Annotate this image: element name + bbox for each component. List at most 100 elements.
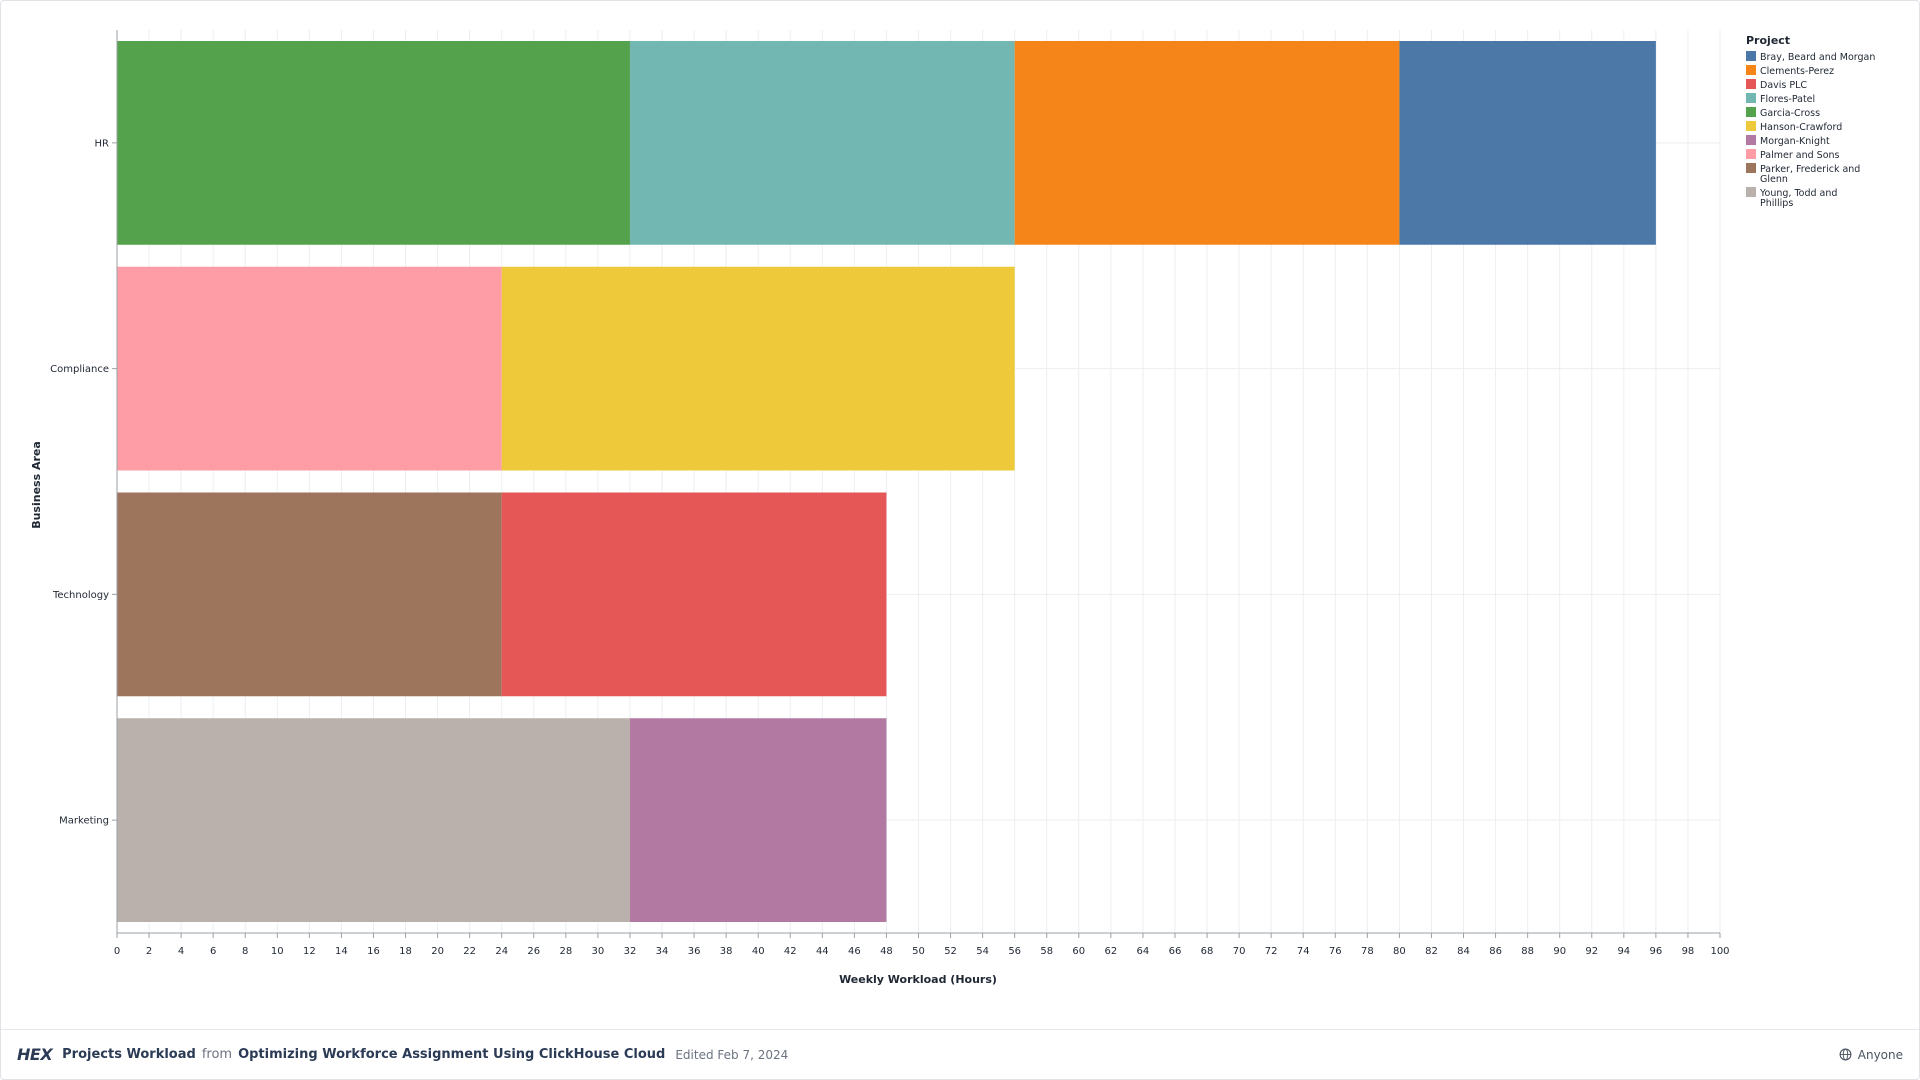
legend-label[interactable]: Young, Todd and Phillips [1759,188,1837,209]
x-tick-label: 100 [1710,946,1729,957]
y-axis-title: Business Area [30,441,43,529]
x-tick-label: 86 [1489,946,1502,957]
x-tick-label: 94 [1617,946,1630,957]
x-tick-label: 78 [1361,946,1374,957]
legend-title: Project [1746,34,1790,47]
x-tick-label: 54 [976,946,989,957]
x-tick-label: 42 [784,946,797,957]
x-tick-label: 0 [114,946,120,957]
x-tick-label: 18 [399,946,412,957]
bar-segment[interactable] [501,492,887,697]
x-tick-label: 66 [1169,946,1182,957]
x-tick-label: 48 [880,946,893,957]
x-tick-label: 32 [624,946,637,957]
x-tick-label: 70 [1233,946,1246,957]
x-tick-label: 96 [1650,946,1663,957]
legend-swatch [1746,93,1756,103]
x-tick-label: 58 [1040,946,1053,957]
x-tick-label: 50 [912,946,925,957]
legend-swatch [1746,149,1756,159]
share-label: Anyone [1857,1047,1903,1062]
globe-icon [1839,1048,1852,1061]
legend-label[interactable]: Parker, Frederick and Glenn [1760,164,1860,185]
hex-logo[interactable]: HEX [17,1045,53,1064]
x-tick-label: 34 [656,946,669,957]
legend-swatch [1746,51,1756,61]
x-axis: 0 2 4 6 8 10 12 14 16 18 20 22 24 26 28 30 32 34 36 38 40 42 4… [114,932,1730,957]
legend-label[interactable]: Morgan-Knight [1760,136,1830,147]
legend-label[interactable]: Davis PLC [1760,80,1807,91]
x-tick-label: 30 [592,946,605,957]
legend-swatch [1746,135,1756,145]
x-tick-label: 8 [242,946,248,957]
x-tick-label: 24 [495,946,508,957]
x-tick-label: 76 [1329,946,1342,957]
x-tick-label: 52 [944,946,957,957]
x-tick-label: 40 [752,946,765,957]
bar-segment[interactable] [629,718,887,922]
x-tick-label: 64 [1137,946,1150,957]
share-button[interactable]: Anyone [1839,1048,1903,1062]
y-axis: HR Compliance Technology Marketing [50,30,118,933]
legend: Project Bray, Beard and Morgan Clements-P… [1746,34,1875,209]
x-axis-title: Weekly Workload (Hours) [839,973,997,986]
x-tick-label: 80 [1393,946,1406,957]
app-link[interactable]: Optimizing Workforce Assignment Using Cl… [238,1047,666,1062]
x-tick-label: 74 [1297,946,1310,957]
x-tick-label: 20 [431,946,444,957]
x-tick-label: 92 [1585,946,1598,957]
x-tick-label: 10 [271,946,284,957]
bar-segment[interactable] [501,266,1015,471]
y-tick-label: Technology [52,590,109,601]
legend-swatch [1746,107,1756,117]
x-tick-label: 60 [1072,946,1085,957]
bar-segment[interactable] [117,41,630,245]
legend-swatch [1746,65,1756,75]
x-tick-label: 12 [303,946,316,957]
y-tick-label: Compliance [50,364,109,375]
x-tick-label: 46 [848,946,861,957]
x-tick-label: 14 [335,946,348,957]
x-tick-label: 98 [1682,946,1695,957]
page-title: Projects Workload [62,1047,196,1062]
bar-segment[interactable] [629,41,1015,245]
x-tick-label: 6 [210,946,216,957]
x-tick-label: 16 [367,946,380,957]
x-tick-label: 88 [1521,946,1534,957]
x-tick-label: 28 [559,946,572,957]
from-label: from [201,1047,233,1062]
bar-segment[interactable] [117,492,502,697]
legend-swatch [1746,187,1756,197]
x-tick-label: 84 [1457,946,1470,957]
x-tick-label: 82 [1425,946,1438,957]
bar-segment[interactable] [1399,41,1656,245]
y-tick-label: Marketing [59,816,109,827]
bars [117,41,1656,922]
legend-swatch [1746,163,1756,173]
footer-bar: HEX Projects Workload from Optimizing Wo… [1,1029,1919,1079]
legend-label[interactable]: Flores-Patel [1760,94,1815,105]
legend-label[interactable]: Bray, Beard and Morgan [1760,52,1875,63]
legend-swatch [1746,79,1756,89]
x-tick-label: 4 [178,946,184,957]
bar-segment[interactable] [117,718,630,922]
x-tick-label: 2 [146,946,152,957]
legend-label[interactable]: Clements-Perez [1760,66,1834,77]
legend-label[interactable]: Hanson-Crawford [1760,122,1842,133]
edited-timestamp: Edited Feb 7, 2024 [675,1047,789,1062]
x-tick-label: 90 [1553,946,1566,957]
x-tick-label: 38 [720,946,733,957]
legend-swatch [1746,121,1756,131]
x-tick-label: 36 [688,946,701,957]
bar-segment[interactable] [1014,41,1400,245]
x-tick-label: 72 [1265,946,1278,957]
x-tick-label: 68 [1201,946,1214,957]
bar-segment[interactable] [117,266,502,471]
legend-label[interactable]: Garcia-Cross [1760,108,1820,119]
y-tick-label: HR [95,138,110,149]
x-tick-label: 56 [1008,946,1021,957]
x-tick-label: 26 [527,946,540,957]
x-tick-label: 22 [463,946,476,957]
stacked-bar-chart: 0 2 4 6 8 10 12 14 16 18 20 22 24 26 28 30 32 34 36 38 40 42 4… [30,30,1875,986]
legend-label[interactable]: Palmer and Sons [1760,150,1840,161]
